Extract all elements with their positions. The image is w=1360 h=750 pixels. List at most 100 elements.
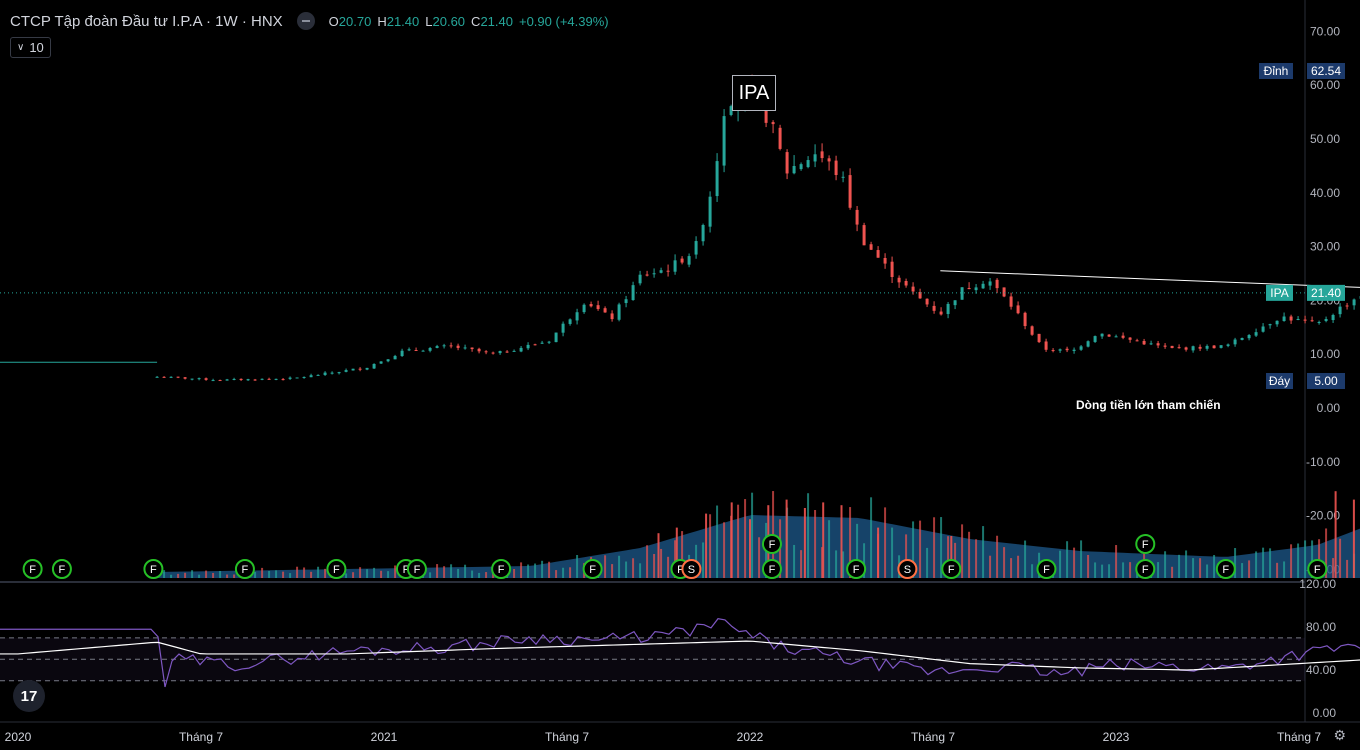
candle-body [939, 311, 943, 315]
volume-bar [191, 570, 194, 578]
collapse-legend-button[interactable] [296, 12, 315, 30]
candle-body [358, 368, 362, 370]
candle-body [1345, 305, 1349, 307]
volume-bar [1157, 562, 1160, 578]
price-axis-label: 0.00 [1317, 401, 1341, 415]
candle-body [316, 374, 320, 376]
event-marker-circle [1307, 559, 1328, 579]
candle-body [981, 283, 985, 289]
candle-body [1023, 312, 1027, 327]
volume-bar [1024, 540, 1027, 578]
candle-body [288, 377, 292, 379]
time-axis-label: 2023 [1103, 730, 1130, 744]
volume-bar [1115, 545, 1118, 578]
candle-body [652, 273, 656, 275]
gear-icon[interactable]: ⚙ [1333, 727, 1346, 743]
volume-bar [1311, 540, 1314, 578]
close-value: 21.40 [480, 13, 513, 29]
volume-bar [555, 570, 558, 578]
volume-bar [1269, 548, 1272, 578]
volume-bar [1290, 544, 1293, 578]
price-axis-label: 60.00 [1310, 78, 1340, 92]
volume-bar [1283, 561, 1286, 578]
volume-bar [275, 570, 278, 578]
event-marker-circle [582, 559, 603, 579]
event-marker-label: F [29, 564, 36, 576]
candle-body [771, 122, 775, 125]
volume-bar [625, 561, 628, 578]
volume-bar [233, 574, 236, 578]
volume-bar [324, 568, 327, 578]
price-axis-label: 70.00 [1310, 24, 1340, 38]
volume-bar [849, 507, 852, 578]
event-marker-circle [897, 559, 918, 579]
volume-bar [373, 567, 376, 578]
volume-spike-bar [785, 499, 788, 578]
event-marker-label: F [403, 564, 410, 576]
event-marker-circle [326, 559, 347, 579]
volume-bar [1073, 547, 1076, 578]
candle-body [568, 319, 572, 324]
event-marker-f: F [1215, 559, 1236, 579]
volume-bar [709, 514, 712, 578]
candle-body [1324, 319, 1328, 322]
volume-bar [681, 531, 684, 578]
volume-bar [653, 554, 656, 578]
candle-body [274, 378, 278, 380]
event-marker-label: F [498, 564, 505, 576]
candle-body [1016, 305, 1020, 314]
high-value: 21.40 [386, 13, 420, 29]
volume-bar [1325, 528, 1328, 578]
volume-spike-bar [950, 536, 953, 578]
volume-bar [1059, 550, 1062, 578]
candle-body [1184, 347, 1188, 350]
volume-bar [793, 544, 796, 578]
candle-body [869, 244, 873, 250]
candle-body [799, 164, 803, 170]
price-axis-label: -10.00 [1306, 455, 1340, 469]
candle-body [925, 298, 929, 305]
candle-body [820, 151, 824, 159]
candle-body [204, 378, 208, 380]
candles-group [155, 74, 1360, 382]
volume-bar [1332, 558, 1335, 578]
chart-legend: CTCP Tập đoàn Đầu tư I.P.A · 1W · HNX O2… [10, 12, 609, 30]
candle-body [1212, 345, 1216, 349]
event-marker-label: F [150, 564, 157, 576]
volume-bar [219, 570, 222, 578]
volume-bar [996, 535, 999, 578]
volume-bar [1262, 547, 1265, 578]
volume-bar [674, 540, 677, 578]
volume-bar [541, 560, 544, 578]
volume-bar [947, 536, 950, 578]
candle-body [155, 376, 159, 378]
volume-bar [562, 567, 565, 578]
open-value: 20.70 [338, 13, 372, 29]
volume-bar [429, 572, 432, 578]
event-marker-label: F [242, 564, 249, 576]
candle-body [1107, 334, 1111, 337]
volume-bar [1010, 558, 1013, 578]
event-marker-f: F [1135, 534, 1156, 554]
candle-body [967, 287, 971, 290]
volume-bar [646, 545, 649, 578]
volume-bar [1192, 558, 1195, 578]
candle-body [1233, 339, 1237, 345]
tradingview-logo-icon[interactable]: 17 [13, 680, 45, 712]
volume-bar [212, 572, 215, 578]
volume-bar [380, 570, 383, 578]
event-marker-circle [681, 559, 702, 579]
volume-bar [1185, 550, 1188, 578]
candle-body [197, 378, 201, 380]
event-marker-f: F [234, 559, 255, 579]
candle-body [379, 361, 383, 364]
candle-body [1009, 296, 1013, 307]
candle-body [1219, 345, 1223, 348]
close-key: C [471, 13, 481, 29]
candle-body [841, 176, 845, 178]
candle-body [1065, 348, 1069, 351]
volume-bar [387, 571, 390, 578]
indicator-length-dropdown[interactable]: ∨ 10 [10, 37, 51, 58]
event-marker-f: F [1036, 559, 1057, 579]
